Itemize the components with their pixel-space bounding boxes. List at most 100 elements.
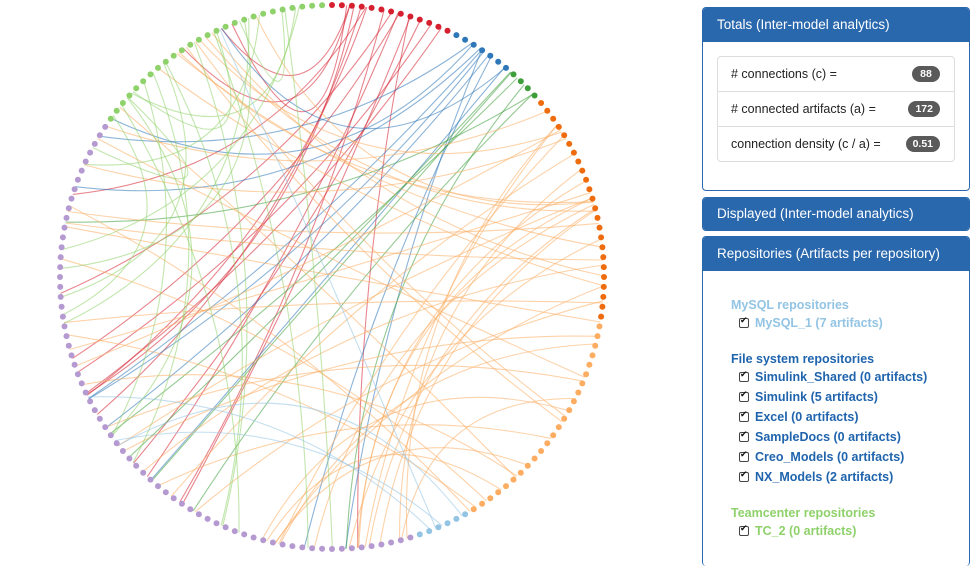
- artifact-node[interactable]: [470, 506, 477, 513]
- artifact-node[interactable]: [586, 186, 593, 193]
- connection-line[interactable]: [132, 30, 232, 130]
- connection-line[interactable]: [221, 27, 506, 130]
- connection-line[interactable]: [133, 19, 422, 464]
- artifact-node[interactable]: [579, 167, 586, 174]
- artifact-node[interactable]: [279, 6, 286, 13]
- artifact-node[interactable]: [503, 483, 509, 490]
- artifact-node[interactable]: [575, 158, 582, 165]
- artifact-node[interactable]: [119, 448, 126, 454]
- artifact-node[interactable]: [397, 10, 404, 17]
- artifact-node[interactable]: [195, 511, 202, 518]
- artifact-node[interactable]: [538, 448, 545, 454]
- repo-item-sampledocs[interactable]: SampleDocs (0 artifacts): [731, 427, 969, 447]
- connection-line[interactable]: [67, 210, 599, 234]
- connection-line[interactable]: [105, 54, 490, 429]
- artifact-node[interactable]: [260, 537, 267, 544]
- connection-line[interactable]: [204, 36, 596, 212]
- artifact-node[interactable]: [91, 140, 98, 147]
- artifact-node[interactable]: [222, 23, 229, 30]
- artifact-node[interactable]: [561, 132, 568, 139]
- artifact-node[interactable]: [524, 462, 531, 469]
- artifact-node[interactable]: [140, 469, 147, 476]
- artifact-node[interactable]: [195, 36, 202, 43]
- artifact-node[interactable]: [596, 323, 603, 330]
- connection-line[interactable]: [88, 49, 483, 399]
- artifact-node[interactable]: [74, 176, 81, 183]
- artifact-node[interactable]: [299, 3, 306, 10]
- artifact-node[interactable]: [309, 545, 316, 552]
- connection-line[interactable]: [368, 208, 596, 547]
- artifact-node[interactable]: [407, 534, 414, 541]
- artifact-node[interactable]: [600, 293, 607, 300]
- artifact-node[interactable]: [250, 534, 257, 541]
- connection-line[interactable]: [358, 197, 593, 548]
- artifact-node[interactable]: [338, 545, 345, 552]
- connection-line[interactable]: [313, 203, 595, 549]
- connection-line[interactable]: [128, 71, 512, 459]
- artifact-node[interactable]: [96, 415, 103, 422]
- repositories-panel-title[interactable]: Repositories (Artifacts per repository): [703, 237, 969, 271]
- connection-line[interactable]: [109, 77, 518, 435]
- connection-line[interactable]: [278, 134, 565, 545]
- artifact-node[interactable]: [269, 539, 276, 546]
- artifact-node[interactable]: [470, 41, 477, 48]
- checkbox-checked-icon[interactable]: [739, 390, 749, 402]
- artifact-node[interactable]: [82, 158, 89, 165]
- connection-line[interactable]: [192, 93, 534, 512]
- artifact-node[interactable]: [416, 16, 423, 23]
- artifact-node[interactable]: [598, 234, 605, 241]
- artifact-node[interactable]: [213, 520, 220, 527]
- artifact-node[interactable]: [592, 205, 599, 212]
- artifact-node[interactable]: [187, 41, 194, 48]
- artifact-node[interactable]: [510, 476, 517, 483]
- artifact-node[interactable]: [329, 546, 335, 552]
- connection-line[interactable]: [211, 32, 605, 277]
- artifact-node[interactable]: [63, 333, 70, 340]
- artifact-node[interactable]: [524, 85, 531, 92]
- artifact-node[interactable]: [561, 415, 568, 422]
- artifact-node[interactable]: [388, 539, 395, 546]
- connection-line[interactable]: [181, 16, 412, 505]
- artifact-node[interactable]: [538, 100, 545, 106]
- connection-line[interactable]: [142, 264, 604, 473]
- artifact-node[interactable]: [319, 2, 326, 9]
- artifact-node[interactable]: [82, 389, 89, 396]
- connection-line[interactable]: [97, 138, 586, 378]
- artifact-node[interactable]: [289, 4, 296, 11]
- connection-line[interactable]: [123, 335, 598, 452]
- artifact-node[interactable]: [348, 545, 355, 552]
- artifact-node[interactable]: [592, 342, 599, 349]
- artifact-node[interactable]: [155, 483, 161, 490]
- connection-line[interactable]: [66, 334, 477, 509]
- artifact-node[interactable]: [63, 214, 70, 221]
- connection-line[interactable]: [364, 124, 558, 548]
- connection-line[interactable]: [64, 226, 601, 323]
- artifact-node[interactable]: [57, 264, 64, 271]
- artifact-node[interactable]: [91, 407, 98, 414]
- connection-line[interactable]: [176, 53, 603, 248]
- artifact-node[interactable]: [170, 495, 177, 502]
- artifact-node[interactable]: [74, 371, 81, 378]
- connection-line[interactable]: [213, 31, 309, 548]
- artifact-node[interactable]: [319, 545, 326, 552]
- artifact-node[interactable]: [213, 27, 220, 34]
- connection-line[interactable]: [84, 138, 567, 193]
- connection-line[interactable]: [63, 300, 603, 324]
- connection-line[interactable]: [405, 124, 558, 539]
- artifact-node[interactable]: [162, 489, 169, 496]
- checkbox-checked-icon[interactable]: [739, 524, 749, 536]
- artifact-node[interactable]: [58, 244, 65, 251]
- artifact-node[interactable]: [453, 32, 460, 39]
- artifact-node[interactable]: [555, 424, 562, 431]
- artifact-node[interactable]: [510, 71, 517, 78]
- artifact-node[interactable]: [65, 342, 72, 349]
- artifact-node[interactable]: [119, 100, 126, 106]
- connection-line[interactable]: [63, 18, 250, 324]
- artifact-node[interactable]: [503, 64, 509, 71]
- artifact-node[interactable]: [241, 531, 248, 538]
- connection-line[interactable]: [114, 431, 443, 527]
- connection-line[interactable]: [165, 61, 243, 526]
- connection-line[interactable]: [87, 396, 432, 531]
- connection-line[interactable]: [82, 374, 518, 477]
- connection-line[interactable]: [132, 72, 190, 463]
